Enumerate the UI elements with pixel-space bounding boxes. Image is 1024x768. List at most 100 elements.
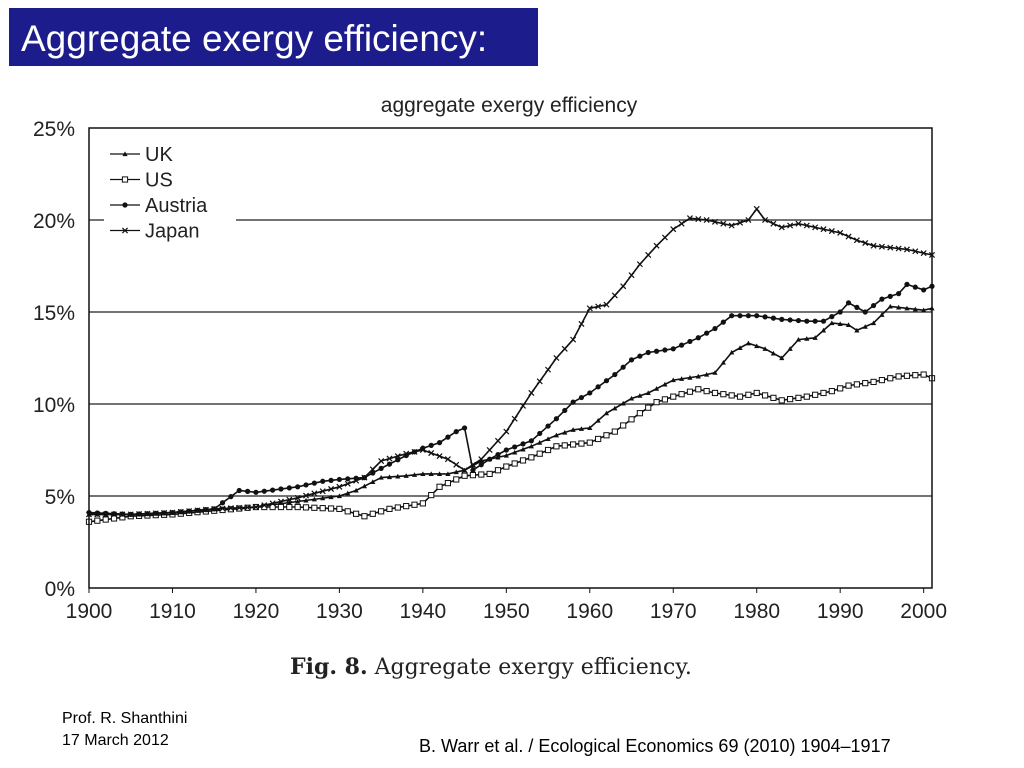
series-line-japan xyxy=(89,207,933,516)
series-point-austria xyxy=(921,287,927,293)
series-point-uk xyxy=(687,375,693,380)
series-point-uk xyxy=(303,497,309,503)
legend-marker-japan xyxy=(121,227,129,234)
series-point-japan xyxy=(136,511,143,518)
series-point-japan xyxy=(678,220,685,227)
series-point-austria xyxy=(336,476,342,483)
series-point-us xyxy=(845,382,852,389)
series-point-japan xyxy=(645,251,652,258)
series-point-japan xyxy=(186,508,193,515)
series-point-austria xyxy=(620,364,626,370)
series-point-austria xyxy=(219,500,226,506)
series-point-japan xyxy=(328,485,335,493)
series-point-us xyxy=(544,446,552,454)
presentation-date: 17 March 2012 xyxy=(62,732,169,749)
series-point-japan xyxy=(920,250,927,257)
series-point-uk xyxy=(295,498,301,504)
series-point-uk xyxy=(620,400,626,406)
series-point-us xyxy=(503,463,510,470)
series-point-uk xyxy=(562,429,568,435)
series-point-japan xyxy=(795,220,802,227)
y-tick-label: 5% xyxy=(45,486,75,509)
series-point-us xyxy=(553,443,560,450)
series-point-uk xyxy=(729,349,735,355)
series-point-us xyxy=(787,395,794,403)
slide-title-bar: Aggregate exergy efficiency: xyxy=(9,8,538,66)
series-point-us xyxy=(812,391,819,398)
series-point-us xyxy=(595,435,602,443)
series-point-japan xyxy=(277,498,284,505)
series-point-us xyxy=(678,391,685,398)
figure-caption-label: Fig. 8. xyxy=(290,654,368,680)
series-point-japan xyxy=(628,272,635,279)
series-point-japan xyxy=(511,415,518,422)
series-point-us xyxy=(277,503,285,511)
series-point-japan xyxy=(670,226,677,233)
series-point-uk xyxy=(612,405,618,411)
series-point-japan xyxy=(227,505,234,512)
series-point-us xyxy=(286,503,293,511)
series-point-us xyxy=(453,476,460,483)
series-point-japan xyxy=(553,354,560,362)
series-point-austria xyxy=(762,314,768,320)
series-point-us xyxy=(494,467,502,474)
legend-label-austria: Austria xyxy=(145,195,208,217)
series-point-us xyxy=(745,391,752,398)
series-point-uk xyxy=(645,390,651,396)
series-point-japan xyxy=(469,461,476,468)
series-point-austria xyxy=(729,313,735,319)
series-point-us xyxy=(736,393,744,400)
series-point-uk xyxy=(770,350,777,356)
series-point-us xyxy=(853,381,860,388)
slide-title: Aggregate exergy efficiency: xyxy=(21,18,488,59)
series-point-austria xyxy=(896,291,902,297)
series-point-japan xyxy=(636,261,643,268)
series-point-austria xyxy=(812,318,818,324)
series-point-uk xyxy=(445,471,451,476)
series-point-austria xyxy=(378,465,384,471)
series-point-uk xyxy=(754,343,760,349)
series-point-austria xyxy=(520,441,526,447)
series-point-japan xyxy=(486,446,493,454)
x-tick-label: 1930 xyxy=(316,600,363,623)
series-point-uk xyxy=(478,458,484,464)
series-point-uk xyxy=(578,426,585,431)
series-point-japan xyxy=(770,220,777,227)
series-point-austria xyxy=(395,457,401,463)
series-point-austria xyxy=(662,347,668,353)
series-point-austria xyxy=(236,487,242,494)
series-point-austria xyxy=(887,293,893,299)
series-point-austria xyxy=(570,399,576,405)
series-point-japan xyxy=(620,283,627,290)
series-point-japan xyxy=(411,448,418,455)
series-point-japan xyxy=(519,402,527,409)
legend-background xyxy=(104,140,236,244)
series-point-us xyxy=(645,404,652,411)
series-point-austria xyxy=(712,325,718,332)
x-tick-label: 1970 xyxy=(650,600,697,623)
series-point-uk xyxy=(820,327,827,333)
series-point-japan xyxy=(152,510,159,517)
x-tick-label: 1960 xyxy=(566,600,613,623)
series-point-austria xyxy=(461,425,468,431)
series-point-us xyxy=(670,393,677,400)
series-point-uk xyxy=(779,355,785,361)
series-point-japan xyxy=(478,456,485,463)
series-point-us xyxy=(862,380,869,387)
series-point-japan xyxy=(111,511,118,518)
series-point-us xyxy=(344,508,351,515)
series-point-austria xyxy=(745,313,751,319)
series-point-austria xyxy=(228,494,234,500)
series-point-austria xyxy=(270,487,276,493)
series-point-japan xyxy=(787,222,794,229)
legend-marker-austria xyxy=(122,202,128,208)
series-point-japan xyxy=(127,511,134,518)
series-point-japan xyxy=(828,228,835,235)
series-point-japan xyxy=(745,216,752,224)
series-point-japan xyxy=(102,511,109,518)
series-point-us xyxy=(803,393,810,400)
series-point-uk xyxy=(837,321,843,327)
series-point-austria xyxy=(428,442,434,448)
series-point-us xyxy=(753,389,760,397)
series-point-us xyxy=(436,483,443,490)
